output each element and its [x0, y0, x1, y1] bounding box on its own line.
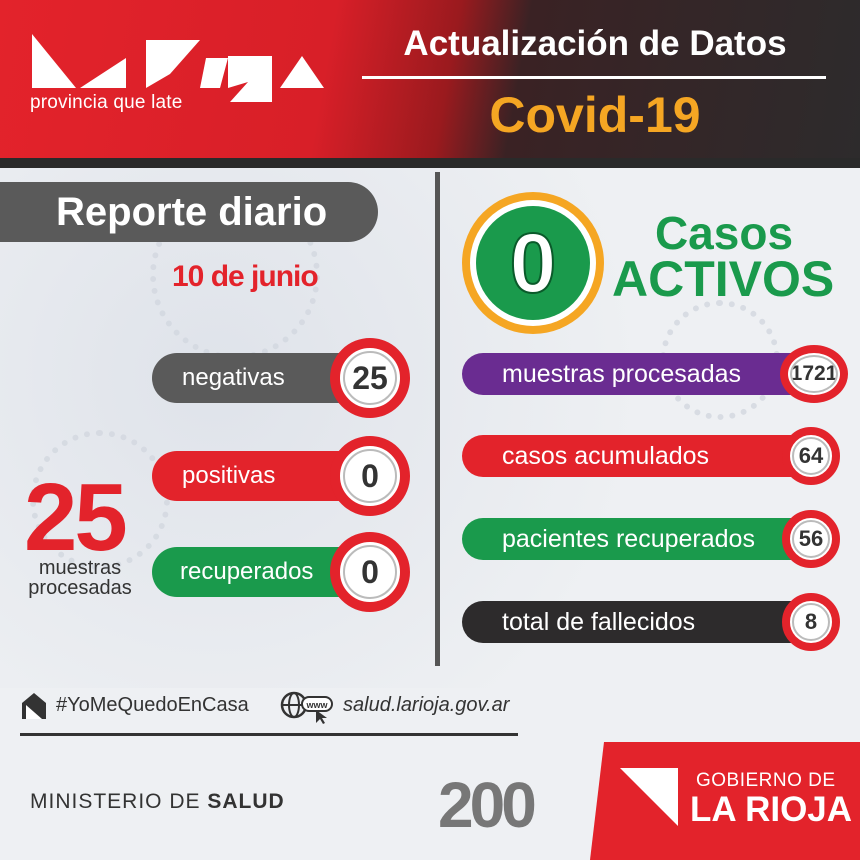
daily-samples-total: 25 — [24, 464, 128, 571]
recovered-label: recuperados — [180, 558, 314, 585]
recovered-patients-count: 56 — [782, 510, 840, 568]
hashtag: #YoMeQuedoEnCasa — [56, 694, 249, 716]
house-icon — [22, 693, 46, 719]
header-bottom-strip — [0, 158, 860, 168]
page-subtitle: Covid-19 — [489, 87, 701, 143]
total-samples-pill: muestras procesadas — [462, 353, 812, 395]
ministry-label: MINISTERIO DE SALUD — [30, 790, 285, 813]
recovered-patients-label: pacientes recuperados — [502, 525, 755, 553]
deceased-label: total de fallecidos — [502, 608, 696, 636]
daily-samples-label: muestras procesadas — [28, 557, 132, 599]
total-samples-label: muestras procesadas — [502, 360, 742, 388]
negatives-label: negativas — [182, 364, 285, 391]
column-divider — [435, 172, 440, 666]
logo-tagline: provincia que late — [30, 92, 183, 113]
recovered-count: 0 — [330, 532, 410, 612]
website-link[interactable]: salud.larioja.gov.ar — [343, 694, 510, 716]
header-banner: provincia que late Actualización de Dato… — [0, 0, 860, 158]
globe-icon: www — [280, 691, 333, 724]
positives-label: positivas — [182, 462, 276, 489]
www-label: www — [305, 700, 328, 710]
active-cases-label-1: Casos — [654, 207, 794, 259]
active-cases-label-2: ACTIVOS — [612, 251, 835, 307]
deceased-count: 8 — [782, 593, 840, 651]
footer-divider — [20, 733, 518, 736]
active-cases-badge-core: 0 — [476, 206, 590, 320]
page-title: Actualización de Datos — [403, 24, 787, 63]
accumulated-cases-pill: casos acumulados — [462, 435, 812, 477]
deceased-pill: total de fallecidos — [462, 601, 812, 643]
active-cases-value: 0 — [509, 215, 558, 311]
negatives-count: 25 — [330, 338, 410, 418]
positives-count: 0 — [330, 436, 410, 516]
title-divider — [362, 76, 826, 79]
recovered-patients-pill: pacientes recuperados — [462, 518, 812, 560]
government-logo-banner — [590, 742, 860, 860]
government-label-2: LA RIOJA — [690, 790, 853, 829]
report-date: 10 de junio — [172, 260, 319, 293]
total-samples-count: 1721 — [780, 345, 848, 403]
government-label-1: GOBIERNO DE — [696, 770, 836, 791]
accumulated-cases-label: casos acumulados — [502, 442, 710, 470]
accumulated-cases-count: 64 — [782, 427, 840, 485]
daily-report-title: Reporte diario — [0, 182, 378, 242]
virus-decoration — [30, 430, 170, 570]
anniversary-logo: 200 — [438, 769, 537, 841]
la-rioja-logo — [32, 34, 324, 102]
